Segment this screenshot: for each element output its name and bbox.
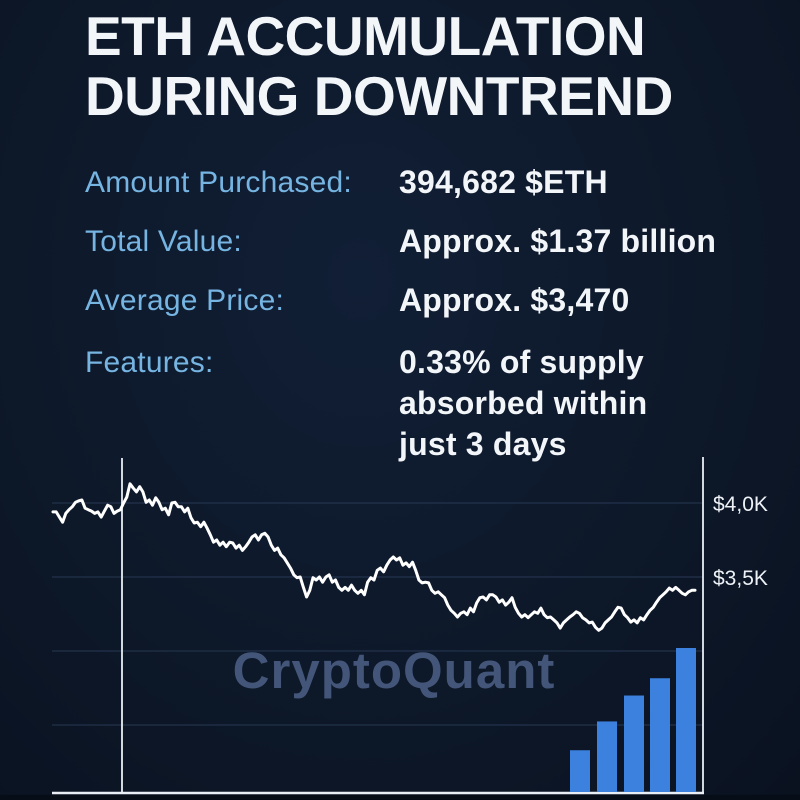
price-chart: CryptoQuant $4,0K $3,5K	[0, 455, 800, 800]
y-axis-labels: $4,0K $3,5K	[713, 493, 768, 590]
accumulation-bar	[676, 648, 696, 792]
stat-value-features: 0.33% of supply absorbed within just 3 d…	[399, 342, 647, 465]
page-title: ETH ACCUMULATION DURING DOWNTREND	[85, 6, 673, 126]
bottom-dark-strip	[0, 794, 800, 800]
eth-price-polyline	[51, 482, 697, 632]
watermark-text: CryptoQuant	[233, 642, 556, 699]
accumulation-bar	[624, 695, 644, 792]
stat-value-total-value: Approx. $1.37 billion	[399, 223, 717, 259]
y-tick-label: $4,0K	[713, 493, 768, 516]
y-tick-label: $3,5K	[713, 567, 768, 590]
price-chart-svg: CryptoQuant $4,0K $3,5K	[0, 457, 800, 800]
title-line-1: ETH ACCUMULATION	[85, 5, 646, 67]
title-line-2: DURING DOWNTREND	[85, 65, 673, 127]
accumulation-bar	[650, 678, 670, 792]
stat-label-amount-purchased: Amount Purchased:	[85, 166, 352, 199]
stat-label-total-value: Total Value:	[85, 225, 242, 258]
accumulation-bar	[597, 721, 617, 792]
stat-value-average-price: Approx. $3,470	[399, 282, 630, 318]
stat-label-features: Features:	[85, 346, 214, 379]
chart-markers	[52, 457, 704, 795]
price-line	[51, 482, 697, 632]
stat-value-amount-purchased: 394,682 $ETH	[399, 164, 608, 200]
features-line-3: just 3 days	[399, 426, 567, 462]
accumulation-bar	[570, 750, 590, 792]
stat-label-average-price: Average Price:	[85, 284, 285, 317]
volume-bars	[570, 648, 696, 792]
features-line-1: 0.33% of supply	[399, 344, 644, 380]
features-line-2: absorbed within	[399, 385, 648, 421]
